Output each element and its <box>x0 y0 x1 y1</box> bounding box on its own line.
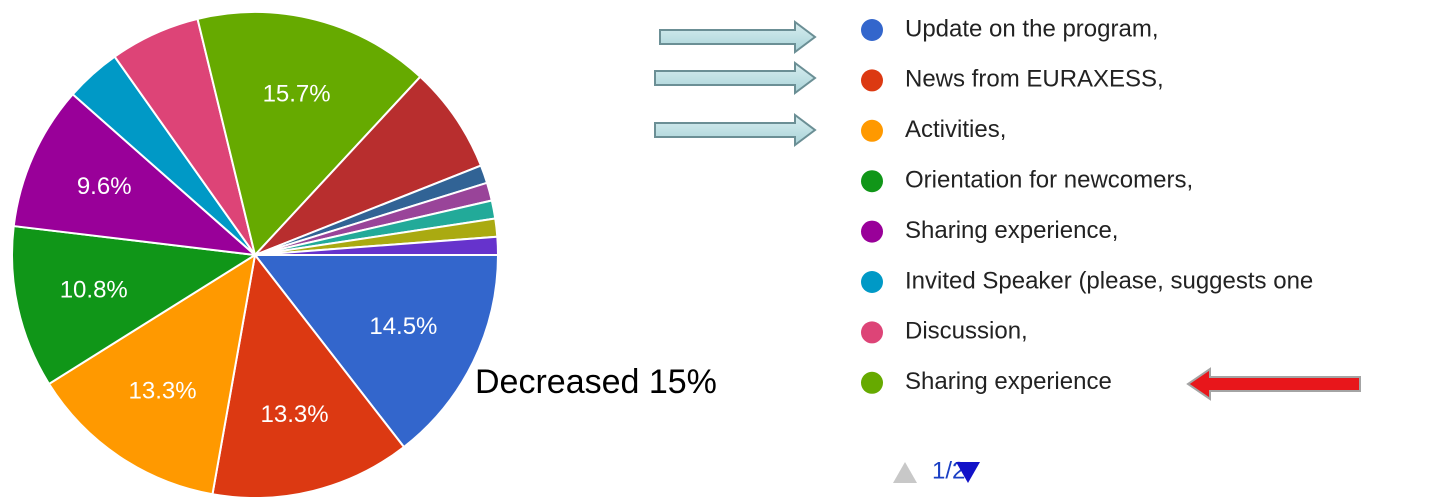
slice-label: 14.5% <box>369 313 437 340</box>
legend-label: Activities, <box>905 116 1006 143</box>
slice-label: 15.7% <box>263 80 331 107</box>
legend-swatch <box>861 220 883 243</box>
annotation: Decreased 15% <box>475 363 717 401</box>
legend-label: Sharing experience, <box>905 217 1118 244</box>
legend-swatch <box>861 119 883 142</box>
legend-label: Invited Speaker (please, suggests one <box>905 267 1313 294</box>
slice-label: 9.6% <box>77 173 132 200</box>
pager-prev[interactable] <box>893 462 917 483</box>
legend-label: Sharing experience <box>905 368 1112 395</box>
legend-label: Discussion, <box>905 318 1028 345</box>
pie-slice <box>252 254 500 449</box>
slice-label: 13.3% <box>129 377 197 404</box>
legend-swatch <box>861 19 883 41</box>
pie-slice <box>12 92 259 257</box>
legend-label: News from EURAXESS, <box>905 66 1164 93</box>
pie-slice <box>254 235 500 256</box>
legend-swatch <box>861 170 883 193</box>
legend-swatch <box>861 321 883 344</box>
slice-label: 10.8% <box>60 276 128 303</box>
legend-swatch <box>861 371 883 394</box>
pie-slice <box>196 11 422 258</box>
pie-slice <box>47 252 257 496</box>
legend-swatch <box>861 271 883 293</box>
legend-label: Update on the program, <box>905 15 1159 42</box>
red-arrow <box>1186 367 1361 401</box>
pie-slice <box>11 224 258 386</box>
legend-swatch <box>861 69 883 92</box>
pager-next[interactable] <box>956 462 980 483</box>
pager-label: 1/2 <box>932 457 965 484</box>
slice-label: 13.3% <box>261 401 329 428</box>
legend-label: Orientation for newcomers, <box>905 167 1193 194</box>
pie-slice <box>254 75 483 256</box>
pointer-arrows <box>654 20 817 147</box>
